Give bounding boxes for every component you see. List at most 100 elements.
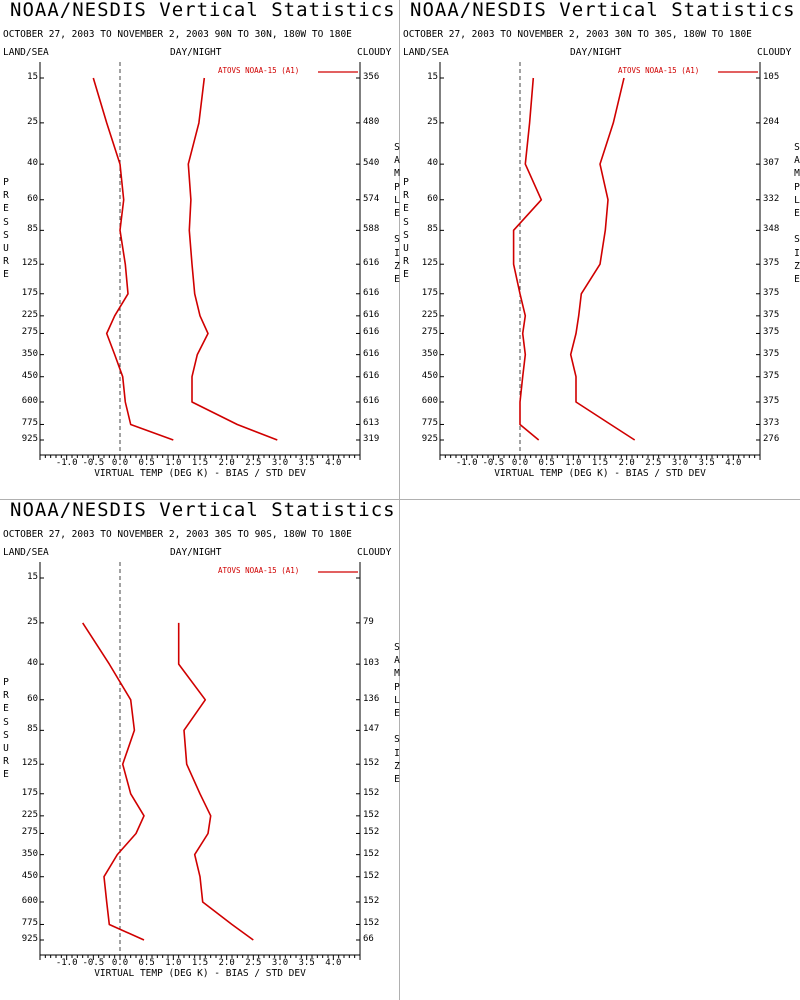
sample-size-value: 375 bbox=[763, 258, 780, 269]
pressure-tick-label: 85 bbox=[27, 224, 38, 235]
sample-size-value: 348 bbox=[763, 224, 780, 235]
x-axis-title: VIRTUAL TEMP (DEG K) - BIAS / STD DEV bbox=[94, 468, 306, 479]
x-tick-label: -1.0 bbox=[55, 958, 78, 968]
sample-size-value: 152 bbox=[363, 848, 380, 859]
land-sea-label: LAND/SEA bbox=[3, 547, 49, 558]
sample-size-value: 152 bbox=[363, 918, 380, 929]
x-tick-label: 2.0 bbox=[618, 458, 635, 468]
horizontal-separator bbox=[0, 499, 800, 500]
x-tick-label: 3.0 bbox=[271, 458, 289, 468]
sample-size-value: 375 bbox=[763, 370, 780, 381]
pressure-tick-label: 275 bbox=[421, 327, 438, 338]
x-tick-label: 3.0 bbox=[671, 458, 689, 468]
x-tick-label: 3.0 bbox=[271, 958, 289, 968]
pressure-tick-label: 775 bbox=[21, 918, 38, 929]
bias-series-line bbox=[82, 622, 145, 941]
pressure-tick-label: 40 bbox=[27, 158, 38, 169]
sample-size-value: 588 bbox=[363, 224, 380, 235]
x-tick-label: 0.5 bbox=[138, 458, 155, 468]
x-tick-label: 1.5 bbox=[191, 958, 209, 968]
pressure-tick-label: 600 bbox=[21, 895, 38, 906]
pressure-tick-label: 925 bbox=[421, 434, 438, 444]
sample-size-value: 616 bbox=[363, 327, 380, 338]
sample-size-value: 375 bbox=[763, 287, 780, 298]
x-tick-label: 2.5 bbox=[645, 458, 662, 468]
x-tick-label: -0.5 bbox=[482, 458, 505, 468]
bias-series-line bbox=[92, 77, 174, 441]
sample-size-value: 152 bbox=[363, 758, 380, 769]
pressure-tick-label: 25 bbox=[427, 116, 438, 127]
sample-size-value: 375 bbox=[763, 327, 780, 338]
cloudy-label: CLOUDY bbox=[357, 547, 392, 558]
sample-size-value: 480 bbox=[363, 116, 380, 127]
land-sea-label: LAND/SEA bbox=[403, 47, 449, 58]
x-tick-label: 4.0 bbox=[325, 958, 342, 968]
chart-panel-3: NOAA/NESDIS Vertical Statistics OCTOBER 2… bbox=[0, 499, 400, 1000]
pressure-tick-label: 350 bbox=[421, 348, 438, 359]
sample-size-value: 375 bbox=[763, 395, 780, 406]
pressure-tick-label: 600 bbox=[21, 395, 38, 406]
sample-size-value: 319 bbox=[363, 434, 380, 444]
sample-size-value: 79 bbox=[363, 616, 374, 627]
chart-subtitle: OCTOBER 27, 2003 TO NOVEMBER 2, 2003 30N… bbox=[403, 29, 752, 40]
pressure-tick-label: 85 bbox=[27, 724, 38, 735]
chart-panel-2: NOAA/NESDIS Vertical Statistics OCTOBER 2… bbox=[400, 0, 800, 500]
x-axis-title: VIRTUAL TEMP (DEG K) - BIAS / STD DEV bbox=[94, 968, 306, 979]
sample-size-value: 356 bbox=[363, 72, 380, 82]
sample-size-value: 375 bbox=[763, 309, 780, 320]
sample-size-value: 152 bbox=[363, 827, 380, 838]
pressure-tick-label: 40 bbox=[27, 658, 38, 669]
pressure-tick-label: 125 bbox=[21, 258, 38, 269]
x-tick-label: 0.5 bbox=[138, 958, 155, 968]
pressure-tick-label: 40 bbox=[427, 158, 438, 169]
chart-canvas bbox=[439, 62, 761, 460]
legend-label: ATOVS NOAA-15 (A1) bbox=[218, 566, 300, 575]
day-night-label: DAY/NIGHT bbox=[570, 47, 622, 58]
x-tick-label: 2.5 bbox=[245, 958, 262, 968]
pressure-tick-label: 15 bbox=[27, 72, 38, 82]
sample-size-value: 332 bbox=[763, 193, 780, 204]
pressure-tick-label: 450 bbox=[21, 370, 38, 381]
chart-canvas bbox=[39, 562, 361, 960]
bias-series-line bbox=[512, 77, 543, 441]
x-tick-label: 4.0 bbox=[325, 458, 342, 468]
x-tick-label: -0.5 bbox=[82, 958, 105, 968]
chart-subtitle: OCTOBER 27, 2003 TO NOVEMBER 2, 2003 30S… bbox=[3, 529, 352, 540]
x-tick-label: 0.0 bbox=[111, 958, 129, 968]
pressure-tick-label: 450 bbox=[421, 370, 438, 381]
chart-title: NOAA/NESDIS Vertical Statistics bbox=[410, 0, 796, 21]
x-tick-label: 0.0 bbox=[511, 458, 529, 468]
x-tick-label: 3.5 bbox=[298, 458, 315, 468]
pressure-tick-label: 15 bbox=[427, 72, 438, 82]
pressure-tick-label: 60 bbox=[27, 193, 38, 204]
std_dev-series-line bbox=[187, 77, 278, 441]
x-tick-label: 3.5 bbox=[298, 958, 315, 968]
pressure-tick-label: 350 bbox=[21, 348, 38, 359]
pressure-tick-label: 225 bbox=[21, 309, 38, 320]
x-tick-label: -1.0 bbox=[455, 458, 478, 468]
sample-size-value: 616 bbox=[363, 370, 380, 381]
pressure-tick-label: 600 bbox=[421, 395, 438, 406]
x-tick-label: 1.0 bbox=[165, 458, 182, 468]
pressure-tick-label: 275 bbox=[21, 327, 38, 338]
pressure-tick-label: 175 bbox=[21, 287, 38, 298]
sample-size-value: 105 bbox=[763, 72, 780, 82]
sample-size-value: 373 bbox=[763, 418, 780, 429]
sample-size-value: 152 bbox=[363, 809, 380, 820]
sample-size-value: 152 bbox=[363, 895, 380, 906]
sample-size-value: 66 bbox=[363, 934, 374, 944]
sample-size-value: 276 bbox=[763, 434, 780, 444]
pressure-tick-label: 60 bbox=[27, 693, 38, 704]
chart-subtitle: OCTOBER 27, 2003 TO NOVEMBER 2, 2003 90N… bbox=[3, 29, 352, 40]
sample-size-value: 152 bbox=[363, 787, 380, 798]
day-night-label: DAY/NIGHT bbox=[170, 547, 222, 558]
pressure-tick-label: 450 bbox=[21, 870, 38, 881]
std_dev-series-line bbox=[569, 77, 636, 441]
x-tick-label: 4.0 bbox=[725, 458, 742, 468]
